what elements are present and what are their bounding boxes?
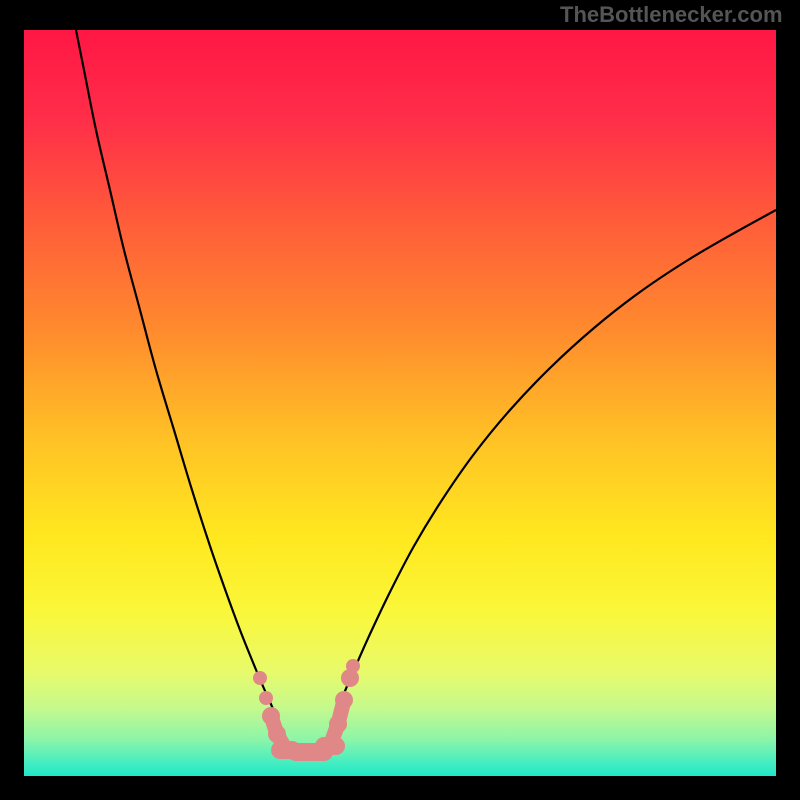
- chart-svg: [24, 30, 776, 776]
- watermark-text: TheBottlenecker.com: [560, 2, 783, 28]
- plot-area: [24, 30, 776, 776]
- outer-frame: TheBottlenecker.com: [0, 0, 800, 800]
